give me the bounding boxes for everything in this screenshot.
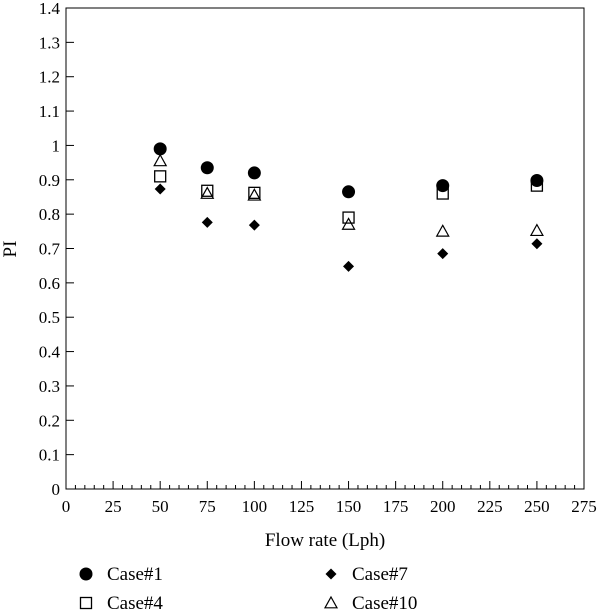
data-point	[437, 248, 449, 260]
data-point	[153, 142, 167, 156]
series-case-7	[154, 183, 543, 272]
data-point	[342, 185, 356, 199]
y-tick-label: 0.3	[39, 377, 60, 396]
data-point	[248, 186, 261, 199]
data-point	[247, 166, 261, 180]
y-tick-label: 0.2	[39, 411, 60, 430]
y-tick-label: 1.1	[39, 102, 60, 121]
y-tick-label: 0.6	[39, 274, 60, 293]
x-tick-label: 200	[430, 497, 456, 516]
x-tick-label: 25	[105, 497, 122, 516]
legend-item: Case#1	[79, 564, 163, 585]
data-point	[435, 224, 450, 237]
data-point	[153, 153, 168, 167]
legend-item: Case#7	[325, 564, 408, 585]
x-tick-label: 275	[571, 497, 597, 516]
legend: Case#1 Case#4 Case#7 Case#10	[79, 564, 417, 614]
legend-label: Case#7	[352, 564, 408, 585]
x-tick-label: 125	[289, 497, 315, 516]
data-point	[531, 238, 543, 250]
data-point	[341, 217, 356, 230]
legend-marker	[323, 595, 339, 609]
plot-frame	[65, 7, 585, 490]
data-point	[200, 186, 215, 199]
x-tick-label: 100	[242, 497, 268, 516]
y-tick-label: 0.9	[39, 171, 60, 190]
legend-label: Case#10	[352, 593, 417, 614]
data-point	[342, 211, 355, 224]
data-point	[436, 179, 450, 193]
y-tick-label: 0	[52, 480, 61, 499]
y-axis-ticks: 0 0.1 0.2 0.3 0.4 0.5 0.6 0.7 0.8 0.9 1 1.1 1.2 1.3 1.…	[39, 0, 74, 499]
series-case-4	[154, 170, 544, 224]
legend-item: Case#4	[79, 593, 163, 614]
y-tick-label: 1.2	[39, 68, 60, 87]
y-tick-label: 0.7	[39, 240, 61, 259]
x-tick-label: 250	[524, 497, 550, 516]
x-axis-ticks: 0 25 50 75 100 125 150 175 200 225 250 275	[62, 481, 597, 516]
x-tick-label: 150	[336, 497, 362, 516]
legend-label: Case#4	[107, 593, 163, 614]
data-point	[343, 260, 355, 272]
data-point	[247, 188, 262, 201]
data-point	[201, 184, 214, 197]
data-point	[154, 183, 166, 195]
x-tick-label: 0	[62, 497, 71, 516]
legend-marker	[79, 567, 93, 581]
x-tick-label: 175	[383, 497, 409, 516]
x-axis-label: Flow rate (Lph)	[265, 530, 385, 551]
x-tick-label: 75	[199, 497, 216, 516]
x-tick-label: 225	[477, 497, 503, 516]
series-case-10	[153, 153, 544, 237]
data-point	[201, 216, 213, 228]
data-point	[154, 170, 167, 183]
data-point	[530, 179, 544, 192]
y-tick-label: 0.1	[39, 446, 60, 465]
y-tick-label: 0.4	[39, 343, 61, 362]
x-tick-label: 50	[152, 497, 169, 516]
legend-marker	[79, 596, 93, 610]
data-point	[436, 187, 449, 200]
legend-marker	[325, 568, 337, 580]
y-tick-label: 1.4	[39, 0, 61, 18]
data-points	[153, 142, 544, 272]
legend-item: Case#10	[323, 593, 417, 614]
y-tick-label: 0.8	[39, 205, 60, 224]
data-point	[529, 223, 544, 237]
legend-label: Case#1	[107, 564, 163, 585]
data-point	[248, 219, 260, 231]
y-axis-label: PI	[0, 241, 21, 258]
y-tick-label: 1	[52, 136, 61, 155]
data-point	[200, 161, 214, 175]
y-tick-label: 1.3	[39, 33, 60, 52]
x-minor-ticks	[74, 485, 576, 489]
y-tick-label: 0.5	[39, 308, 60, 327]
